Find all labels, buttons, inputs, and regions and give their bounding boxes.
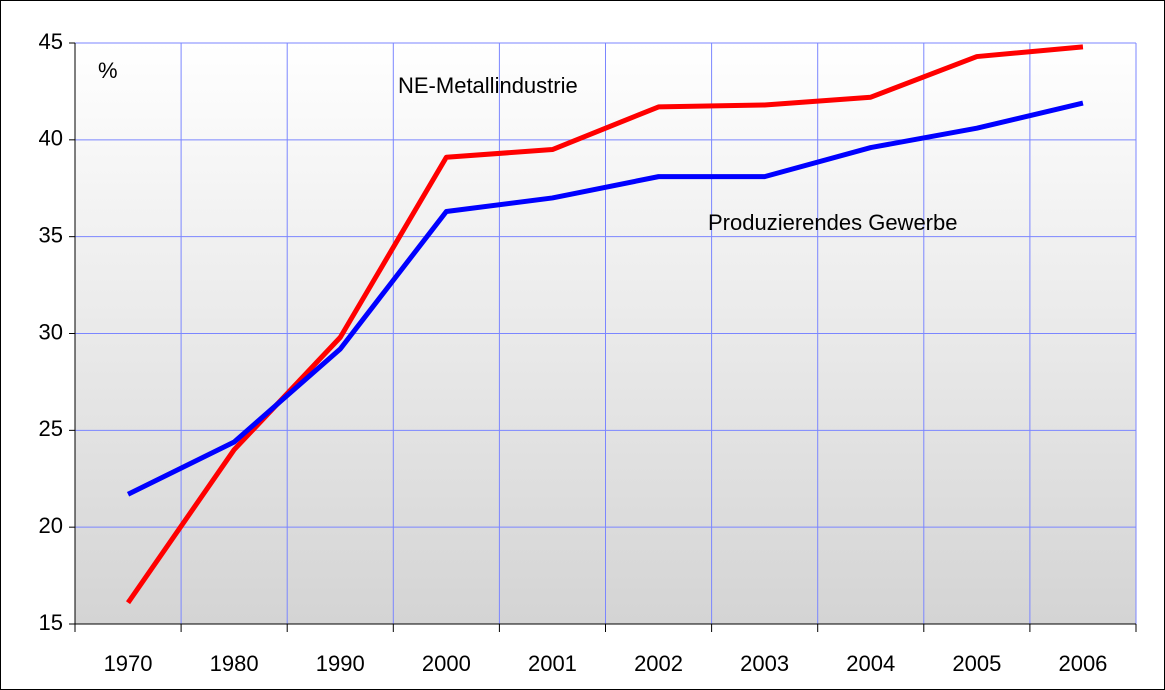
y-tick-label: 35 (39, 222, 63, 247)
x-tick-label: 2002 (634, 651, 683, 676)
y-tick-label: 45 (39, 29, 63, 54)
series-label: Produzierendes Gewerbe (708, 210, 957, 235)
y-tick-label: 30 (39, 319, 63, 344)
series-line (126, 100, 1084, 497)
y-tick-label: 15 (39, 610, 63, 635)
x-tick-label: 2000 (422, 651, 471, 676)
x-tick-label: 2001 (528, 651, 577, 676)
x-tick-label: 2003 (740, 651, 789, 676)
y-tick-label: 25 (39, 416, 63, 441)
x-tick-label: 1970 (104, 651, 153, 676)
x-tick-label: 1990 (316, 651, 365, 676)
x-tick-label: 2005 (952, 651, 1001, 676)
x-tick-label: 2006 (1058, 651, 1107, 676)
y-tick-label: 40 (39, 126, 63, 151)
y-axis-label: % (98, 58, 118, 83)
series-label: NE-Metallindustrie (398, 73, 578, 98)
x-tick-label: 2004 (846, 651, 895, 676)
x-tick-label: 1980 (210, 651, 259, 676)
y-tick-label: 20 (39, 513, 63, 538)
